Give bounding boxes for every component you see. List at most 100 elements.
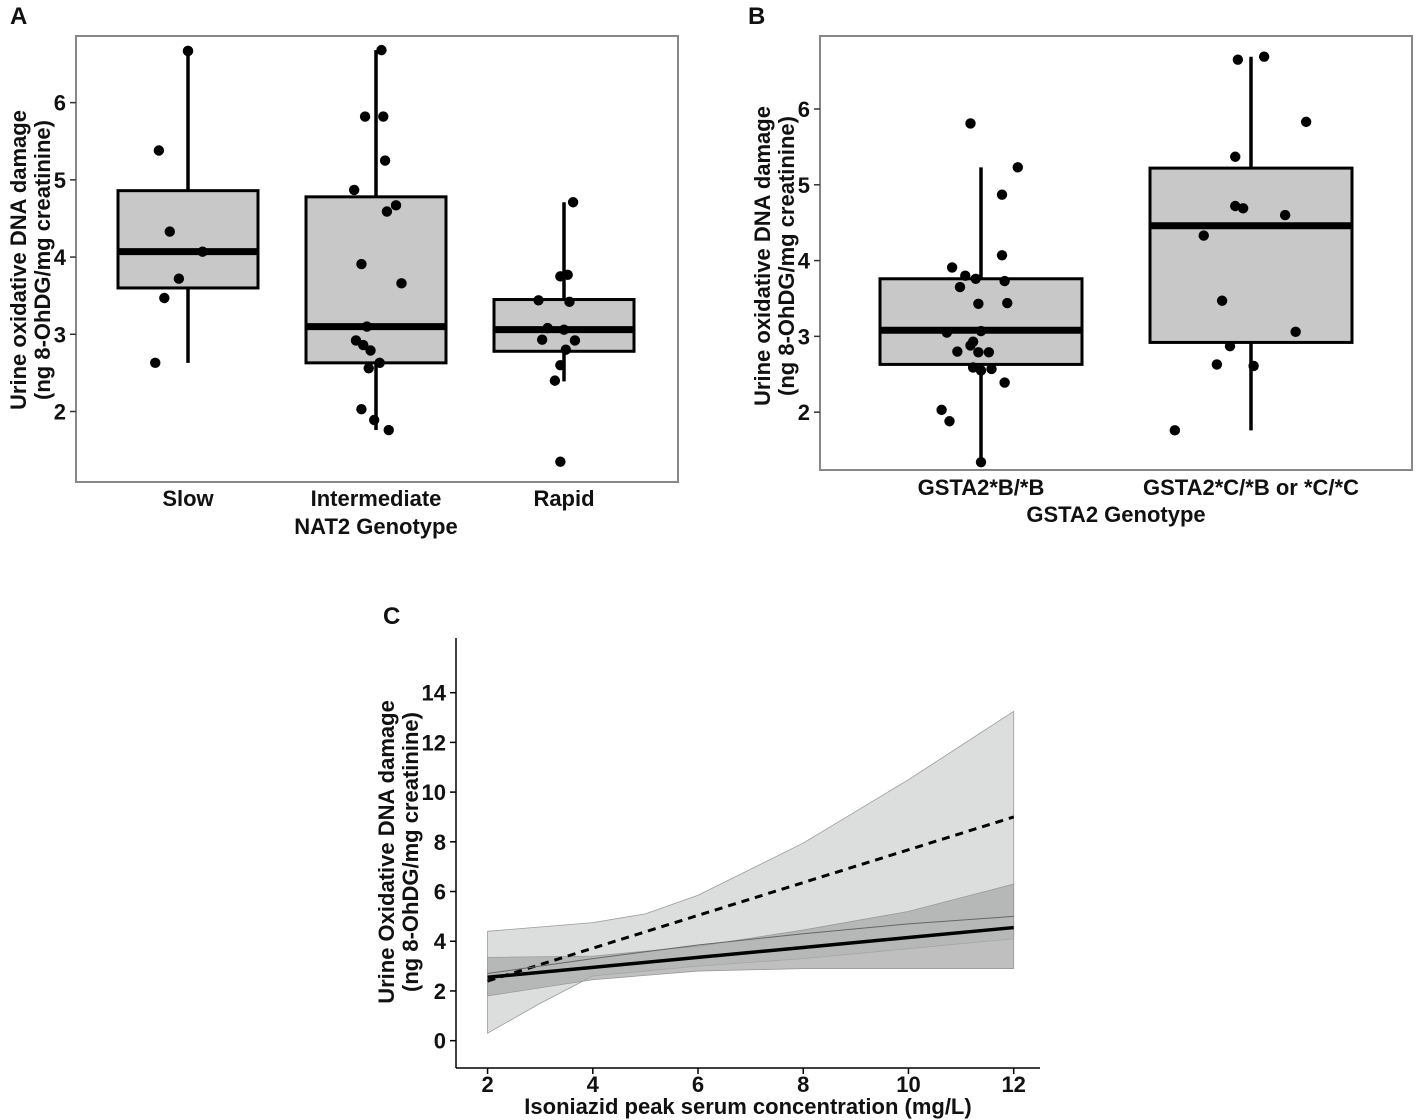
- confidence-bands-c: [487, 710, 1015, 1034]
- data-point: [1300, 116, 1312, 128]
- data-point: [365, 345, 376, 356]
- y-tick-label: 6: [434, 880, 446, 905]
- y-tick-label: 2: [54, 400, 66, 425]
- confidence-band-solid-ci: [487, 883, 1015, 997]
- y-tick-label: 5: [54, 168, 66, 193]
- data-point: [1169, 425, 1181, 436]
- x-ticks-c: 2 4 6 8 10 12: [481, 1068, 1026, 1097]
- data-point: [1216, 295, 1228, 306]
- y-tick-label: 3: [798, 324, 810, 349]
- data-point: [197, 246, 208, 257]
- data-point: [368, 414, 380, 426]
- y-ticks-c: 0 2 4 6 8 10 12 14: [422, 681, 456, 1054]
- data-point: [946, 262, 958, 273]
- data-point: [555, 456, 566, 467]
- data-point: [983, 347, 995, 358]
- x-tick-label: 12: [1001, 1072, 1025, 1097]
- y-tick-label: 4: [434, 929, 447, 954]
- y-tick-label: 5: [798, 173, 810, 198]
- data-point: [1211, 359, 1223, 370]
- data-point: [363, 363, 374, 374]
- panel-label-b: B: [748, 3, 765, 30]
- fit-line-thin-upper: [487, 915, 1014, 975]
- data-point: [1230, 200, 1241, 212]
- data-point: [536, 334, 548, 345]
- data-point: [153, 145, 165, 156]
- x-tick-label: 6: [692, 1072, 704, 1097]
- y-tick-label: 8: [434, 830, 446, 855]
- data-point: [396, 278, 407, 289]
- confidence-band-dashed-ci: [487, 710, 1015, 1034]
- data-point: [1237, 203, 1249, 214]
- x-category-label: Rapid: [533, 486, 594, 511]
- data-point: [533, 295, 544, 306]
- data-point: [1279, 209, 1291, 221]
- y-axis-title-line-2: (ng 8-OhDG/mg creatinine): [398, 712, 423, 992]
- y-tick-label: 0: [434, 1029, 446, 1054]
- y-tick-label: 2: [798, 400, 810, 425]
- y-tick-label: 3: [54, 322, 66, 347]
- x-category-label: GSTA2*B/*B: [918, 475, 1045, 500]
- y-tick-label: 4: [798, 249, 811, 274]
- box-iqr: [304, 195, 448, 365]
- panel-c: C 0 2 4 6 8 10 12 14 2 4 6 8 10 12 Isoniazid peak se…: [374, 603, 1040, 1119]
- y-tick-label: 4: [54, 245, 67, 270]
- box-iqr: [1148, 166, 1354, 344]
- data-point: [996, 189, 1008, 200]
- panel-b: B 2 3 4 5 6 GSTA2*B/*B GSTA2*C/*B or *C/*C G…: [748, 3, 1413, 527]
- data-point: [975, 325, 987, 337]
- x-category-labels-b: GSTA2*B/*B GSTA2*C/*B or *C/*C: [918, 475, 1359, 500]
- data-point: [1258, 51, 1270, 62]
- x-tick-label: 2: [481, 1072, 493, 1097]
- data-point: [558, 324, 570, 335]
- data-point: [555, 359, 566, 371]
- fit-line-dashed: [487, 815, 1015, 983]
- y-axis-title-b: Urine oxidative DNA damage (ng 8-OhDG/mg…: [750, 106, 799, 406]
- data-point: [1012, 162, 1023, 173]
- x-tick-label: 10: [896, 1072, 920, 1097]
- data-point: [356, 258, 367, 270]
- data-point: [1002, 297, 1013, 309]
- data-point: [1232, 54, 1244, 65]
- panel-a: A 2 3 4 5 6 Slow Intermediate Rapid NAT2 Gen…: [6, 3, 679, 539]
- y-axis-title-line-1: Urine oxidative DNA damage: [6, 110, 31, 410]
- data-point: [159, 292, 170, 304]
- data-point: [1248, 360, 1259, 372]
- x-axis-title-b: GSTA2 Genotype: [1026, 502, 1205, 527]
- data-point: [182, 45, 194, 57]
- data-point: [374, 357, 385, 369]
- data-point: [965, 340, 976, 351]
- box-iqr: [116, 189, 260, 290]
- y-axis-title-c: Urine Oxidative DNA damage (ng 8-OhDG/mg…: [374, 700, 423, 1004]
- y-axis-title-line-2: (ng 8-OhDG/mg creatinine): [774, 116, 799, 396]
- data-point: [965, 118, 976, 129]
- data-point: [975, 456, 987, 468]
- data-point: [936, 404, 947, 416]
- data-point: [973, 298, 984, 309]
- x-axis-title-a: NAT2 Genotype: [294, 514, 457, 539]
- x-category-labels-a: Slow Intermediate Rapid: [162, 486, 594, 511]
- x-axis-title-c: Isoniazid peak serum concentration (mg/L…: [524, 1094, 971, 1119]
- data-point: [359, 111, 371, 122]
- data-point: [381, 206, 393, 217]
- data-point: [564, 296, 575, 308]
- x-tick-label: 8: [797, 1072, 809, 1097]
- y-axis-title-line-1: Urine Oxidative DNA damage: [374, 700, 399, 1004]
- data-point: [560, 344, 572, 355]
- data-point: [999, 275, 1010, 287]
- panel-label-c: C: [383, 603, 400, 630]
- y-tick-label: 6: [54, 91, 66, 116]
- data-point: [1198, 230, 1209, 241]
- data-point: [996, 250, 1008, 261]
- data-point: [376, 44, 387, 56]
- x-category-label: Intermediate: [311, 486, 442, 511]
- y-tick-label: 6: [798, 97, 810, 122]
- data-point: [542, 322, 553, 334]
- data-point: [954, 281, 966, 293]
- data-point: [383, 424, 394, 436]
- points-a: [150, 44, 581, 467]
- data-point: [555, 271, 566, 282]
- points-b: [936, 51, 1312, 468]
- data-point: [960, 270, 971, 281]
- data-point: [973, 347, 984, 358]
